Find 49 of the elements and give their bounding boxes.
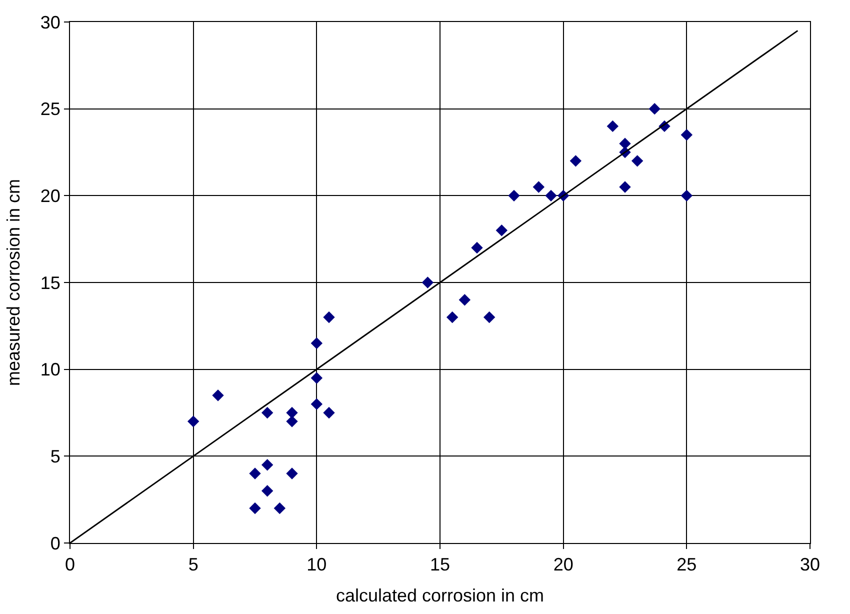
point [249,502,261,514]
point [286,406,298,419]
y-tick-label: 25 [40,99,60,120]
point [310,398,323,410]
point [261,406,274,419]
point [606,120,619,132]
point [508,190,520,202]
x-tick-label: 10 [306,554,327,575]
point [496,224,508,236]
point [323,406,335,419]
point [619,181,631,193]
point [212,390,224,402]
y-tick-label: 20 [40,186,60,206]
point [545,190,557,202]
point [286,468,298,480]
x-tick-label: 15 [430,554,450,575]
y-tick-label: 10 [40,360,60,380]
point [680,190,693,202]
point [261,459,274,471]
point [422,276,434,288]
point [471,242,483,254]
point [249,468,261,480]
y-tick-label: 30 [40,12,60,32]
point [648,102,660,115]
point [570,155,582,167]
point [532,181,545,193]
x-tick-label: 30 [800,554,820,575]
point [261,485,274,497]
x-axis-title: calculated corrosion in cm [336,586,544,606]
point [187,416,200,428]
point [458,294,471,306]
point [323,311,335,324]
y-tick-label: 15 [40,272,60,293]
point [446,311,458,324]
y-tick-label: 0 [50,533,60,554]
point [680,129,693,141]
y-tick-label: 5 [50,446,60,466]
point [310,372,323,384]
point [310,337,323,350]
x-tick-label: 5 [188,554,198,575]
x-tick-label: 25 [676,554,697,575]
point [619,138,631,150]
y-axis-title: measured corrosion in cm [4,178,24,386]
point [631,155,644,167]
point [286,416,298,428]
x-tick-label: 0 [64,554,76,575]
point [483,311,496,324]
x-tick-label: 20 [553,554,574,575]
point [274,502,286,514]
